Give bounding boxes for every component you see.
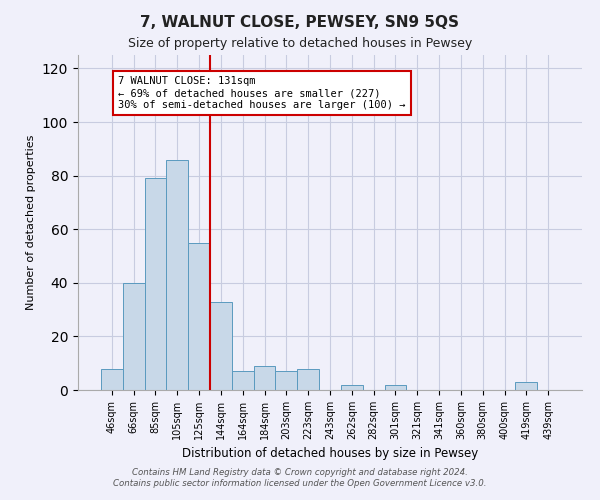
Bar bbox=[385, 384, 406, 390]
Text: Size of property relative to detached houses in Pewsey: Size of property relative to detached ho… bbox=[128, 38, 472, 51]
Bar bbox=[123, 283, 145, 390]
Bar bbox=[232, 371, 254, 390]
Text: 7 WALNUT CLOSE: 131sqm
← 69% of detached houses are smaller (227)
30% of semi-de: 7 WALNUT CLOSE: 131sqm ← 69% of detached… bbox=[118, 76, 406, 110]
Bar bbox=[188, 242, 210, 390]
Text: 7, WALNUT CLOSE, PEWSEY, SN9 5QS: 7, WALNUT CLOSE, PEWSEY, SN9 5QS bbox=[140, 15, 460, 30]
Bar bbox=[341, 384, 363, 390]
Y-axis label: Number of detached properties: Number of detached properties bbox=[26, 135, 37, 310]
Bar bbox=[254, 366, 275, 390]
Bar bbox=[145, 178, 166, 390]
Text: Contains HM Land Registry data © Crown copyright and database right 2024.
Contai: Contains HM Land Registry data © Crown c… bbox=[113, 468, 487, 487]
Bar bbox=[515, 382, 537, 390]
Bar bbox=[297, 368, 319, 390]
Bar bbox=[210, 302, 232, 390]
X-axis label: Distribution of detached houses by size in Pewsey: Distribution of detached houses by size … bbox=[182, 448, 478, 460]
Bar bbox=[166, 160, 188, 390]
Bar bbox=[101, 368, 123, 390]
Bar bbox=[275, 371, 297, 390]
